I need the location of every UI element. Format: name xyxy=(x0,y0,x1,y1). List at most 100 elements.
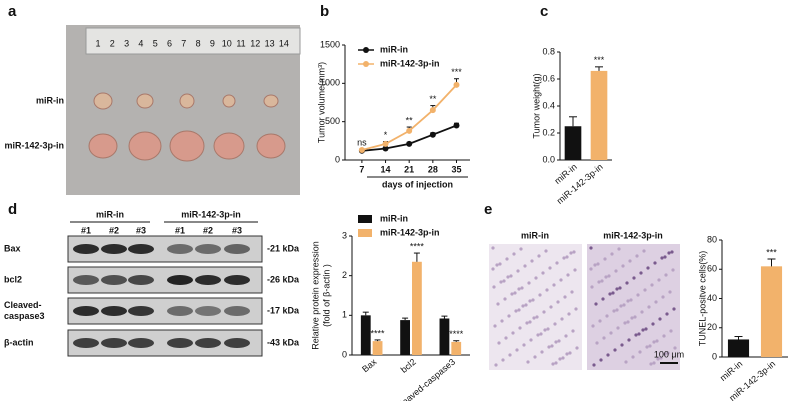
cell xyxy=(646,266,650,270)
blot-size: -26 kDa xyxy=(267,274,300,284)
blot-row-label: bcl2 xyxy=(4,274,22,284)
cell xyxy=(605,314,609,318)
blot-band xyxy=(195,338,221,348)
cell xyxy=(572,250,576,254)
cell xyxy=(507,314,511,318)
blot-band xyxy=(224,244,250,254)
blot-band xyxy=(195,275,221,285)
cell xyxy=(562,256,566,260)
tumor xyxy=(88,133,118,159)
cell xyxy=(600,279,604,283)
cell xyxy=(626,320,630,324)
cell xyxy=(594,302,598,306)
cell xyxy=(596,262,600,266)
lane-label: #3 xyxy=(232,225,242,235)
blot-size: -21 kDa xyxy=(267,243,300,253)
bar xyxy=(412,261,422,355)
cell xyxy=(519,247,523,251)
cell xyxy=(624,360,628,364)
marker xyxy=(453,81,460,88)
legend-swatch xyxy=(358,229,372,237)
cell xyxy=(615,287,619,291)
ruler-number: 4 xyxy=(138,38,143,48)
cell xyxy=(637,332,641,336)
legend-label: miR-in xyxy=(380,213,408,223)
blot-band xyxy=(167,244,193,254)
cell xyxy=(515,348,519,352)
cell xyxy=(509,274,513,278)
cell xyxy=(643,288,647,292)
cell xyxy=(633,315,637,319)
cell xyxy=(557,339,561,343)
legend-label: miR-142-3p-in xyxy=(380,227,440,237)
cell xyxy=(659,356,663,360)
significance: ** xyxy=(406,115,414,125)
cell xyxy=(638,350,642,354)
marker xyxy=(406,140,413,147)
ruler-number: 9 xyxy=(210,38,215,48)
cell xyxy=(561,356,565,360)
cell xyxy=(567,312,571,316)
x-tick-label: 7 xyxy=(359,164,364,174)
cell xyxy=(636,293,640,297)
blot-band xyxy=(195,306,221,316)
cell xyxy=(612,309,616,313)
cell xyxy=(514,309,518,313)
y-tick-label: 2 xyxy=(342,270,347,280)
cell xyxy=(571,329,575,333)
cell xyxy=(552,283,556,287)
cell xyxy=(554,361,558,365)
group-label: miR-142-3p-in xyxy=(181,209,241,219)
cell xyxy=(536,333,540,337)
cell xyxy=(597,280,601,284)
lane-label: #2 xyxy=(203,225,213,235)
cell xyxy=(668,290,672,294)
cell xyxy=(652,361,656,365)
cell xyxy=(651,322,655,326)
blot-band xyxy=(101,275,127,285)
cell xyxy=(537,254,541,258)
cell xyxy=(565,255,569,259)
cell xyxy=(491,267,495,271)
tumor xyxy=(136,93,154,109)
cell xyxy=(664,273,668,277)
cell xyxy=(608,292,612,296)
cell xyxy=(642,249,646,253)
bar xyxy=(564,126,582,160)
cell xyxy=(639,271,643,275)
cell xyxy=(662,334,666,338)
cell xyxy=(531,298,535,302)
ruler-number: 14 xyxy=(279,38,289,48)
cell xyxy=(508,353,512,357)
significance: **** xyxy=(410,241,425,251)
blot-band xyxy=(128,338,154,348)
x-tick-label: Bax xyxy=(360,356,379,374)
lane-label: #1 xyxy=(81,225,91,235)
cell xyxy=(591,324,595,328)
cell xyxy=(521,304,525,308)
marker xyxy=(429,107,436,114)
cell xyxy=(592,363,596,367)
cell xyxy=(495,263,499,267)
blot-band xyxy=(101,306,127,316)
cell xyxy=(517,308,521,312)
blot-band xyxy=(167,338,193,348)
bar xyxy=(760,266,783,357)
panel-letter: d xyxy=(8,201,17,218)
cell xyxy=(491,246,495,250)
blot-band xyxy=(101,338,127,348)
cell xyxy=(640,310,644,314)
cell xyxy=(655,339,659,343)
cell xyxy=(566,273,570,277)
ruler-number: 3 xyxy=(124,38,129,48)
cell xyxy=(644,327,648,331)
cell xyxy=(573,268,577,272)
marker xyxy=(382,140,389,147)
y-tick-label: 60 xyxy=(707,264,717,274)
cell xyxy=(630,316,634,320)
cell xyxy=(599,358,603,362)
cell xyxy=(620,343,624,347)
cell xyxy=(575,346,579,350)
scale-bar-label: 100 μm xyxy=(654,349,684,359)
cell xyxy=(506,275,510,279)
